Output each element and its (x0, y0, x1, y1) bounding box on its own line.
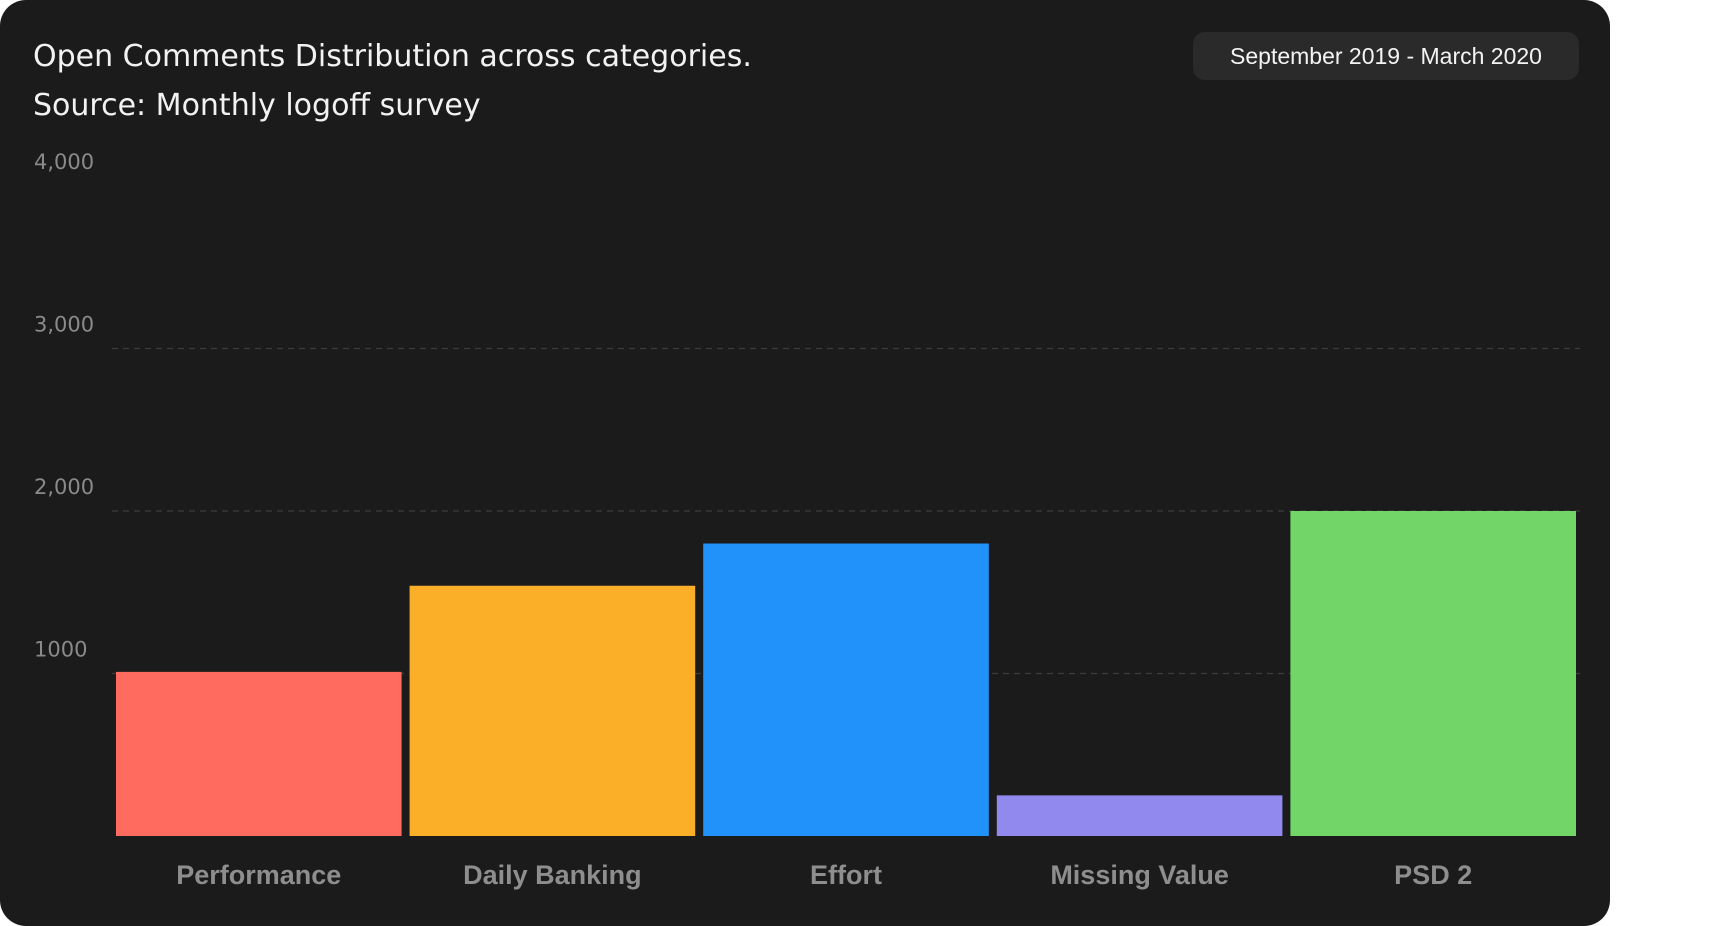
chart-subtitle: Source: Monthly logoff survey (33, 88, 481, 123)
bar[interactable] (409, 585, 696, 836)
bar[interactable] (1290, 511, 1576, 836)
date-range-badge[interactable]: September 2019 - March 2020 (1193, 32, 1579, 80)
chart-title: Open Comments Distribution across catego… (33, 32, 752, 130)
y-tick-label: 2,000 (34, 475, 94, 499)
category-label: PSD 2 (1394, 860, 1472, 890)
y-tick-label: 3,000 (34, 313, 94, 337)
bar[interactable] (116, 671, 402, 836)
category-label: Missing Value (1050, 860, 1229, 890)
chart-card: Open Comments Distribution across catego… (0, 0, 1610, 926)
bar[interactable] (996, 795, 1283, 836)
category-label: Daily Banking (463, 860, 642, 890)
bar-chart: 1000 2,000 3,000 4,000 Performance Daily Bank… (34, 150, 1580, 890)
y-tick-label: 4,000 (34, 150, 94, 174)
category-label: Performance (176, 860, 341, 890)
category-label: Effort (810, 860, 882, 890)
chart-title-line-1: Open Comments Distribution across catego… (33, 39, 752, 74)
bar[interactable] (703, 543, 989, 837)
y-tick-label: 1000 (34, 638, 87, 662)
